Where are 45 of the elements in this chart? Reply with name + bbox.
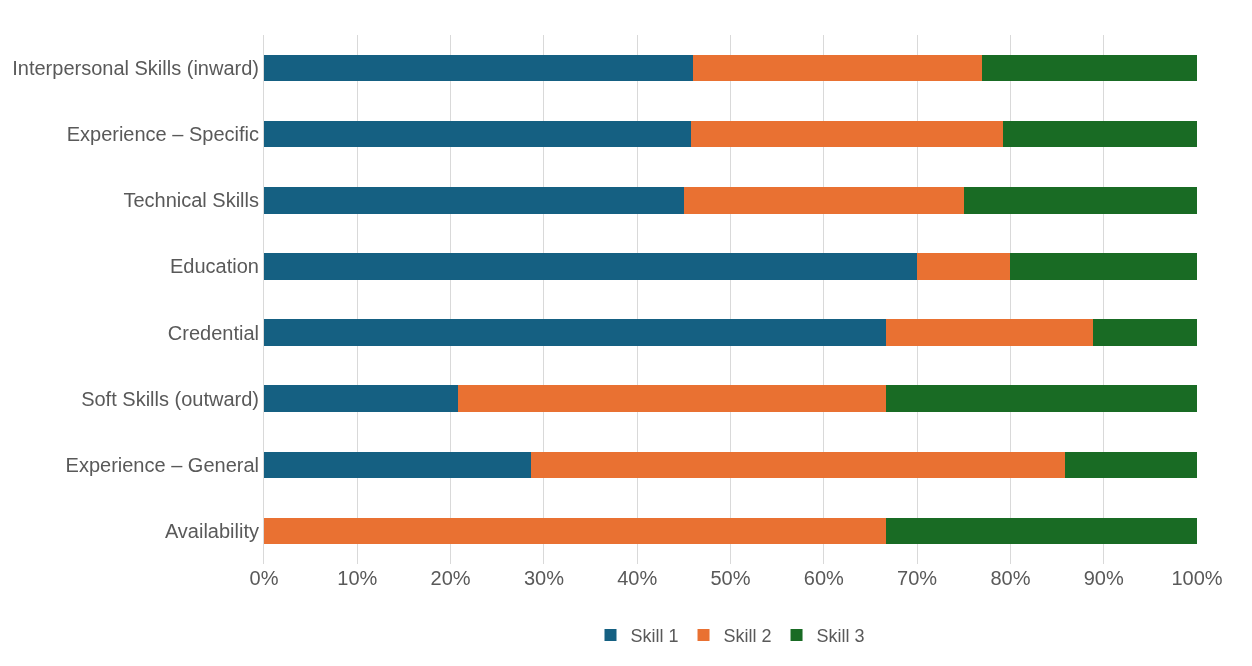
- y-tick-label: Interpersonal Skills (inward): [12, 57, 259, 80]
- x-tick-label: 60%: [803, 567, 845, 589]
- x-tick-label: 100%: [1171, 567, 1223, 589]
- x-tick-label: 20%: [430, 567, 471, 589]
- x-tick-label: 0%: [249, 567, 279, 589]
- x-tick-label: 40%: [617, 567, 658, 589]
- bar: [530, 451, 1065, 479]
- bar: [264, 54, 694, 82]
- bar: [264, 253, 918, 280]
- y-tick-label: Technical Skills: [123, 189, 259, 212]
- bar: [458, 385, 887, 412]
- bar: [1010, 253, 1197, 280]
- bar: [886, 319, 1094, 346]
- y-tick-label: Education: [170, 255, 259, 278]
- bar: [886, 517, 1197, 545]
- y-tick-label: Experience – General: [65, 453, 259, 476]
- y-tick-label: Experience – Specific: [66, 123, 259, 146]
- bar: [264, 517, 887, 545]
- x-tick-label: 70%: [897, 567, 938, 589]
- bar: [886, 385, 1197, 412]
- bar: [691, 120, 1003, 148]
- bar: [264, 385, 459, 412]
- bar: [264, 319, 887, 346]
- bar: [1064, 451, 1197, 479]
- bar: [1093, 319, 1197, 346]
- x-tick-label: 50%: [710, 567, 751, 589]
- x-tick-label: 30%: [523, 567, 565, 589]
- legend-label: Skill 1: [630, 626, 679, 647]
- bar: [264, 451, 531, 479]
- x-tick-label: 10%: [337, 567, 378, 589]
- y-tick-label: Credential: [167, 321, 259, 344]
- bar: [264, 120, 692, 148]
- bar: [982, 54, 1197, 82]
- x-tick-label: 80%: [990, 567, 1031, 589]
- bar: [1002, 120, 1197, 148]
- bar: [693, 54, 983, 82]
- bar: [963, 187, 1197, 214]
- y-tick-label: Availability: [164, 519, 259, 542]
- legend-label: Skill 2: [723, 626, 772, 647]
- bar: [264, 187, 684, 214]
- bar: [917, 253, 1011, 280]
- x-tick-label: 90%: [1083, 567, 1124, 589]
- bar: [683, 187, 964, 214]
- legend-label: Skill 3: [816, 626, 865, 647]
- y-tick-label: Soft Skills (outward): [81, 387, 259, 410]
